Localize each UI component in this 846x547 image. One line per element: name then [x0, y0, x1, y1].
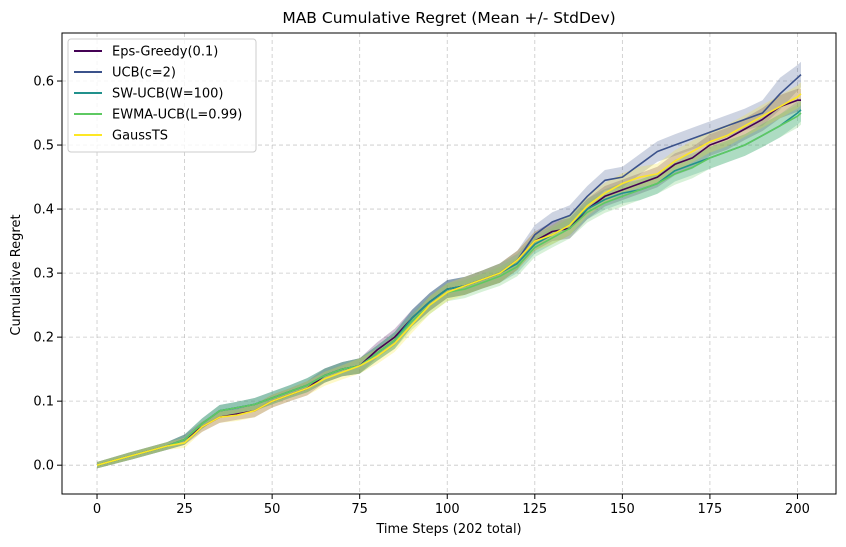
series-lines: [96, 74, 802, 466]
legend-label-4: GaussTS: [112, 129, 168, 144]
legend: Eps-Greedy(0.1) UCB(c=2) SW-UCB(W=100) EWMA…: [67, 38, 257, 153]
y-tick-label: 0.1: [33, 395, 54, 410]
x-tick-label: 200: [785, 502, 810, 517]
x-tick-label: 100: [435, 502, 460, 517]
x-tick-label: 50: [264, 502, 281, 517]
y-tick-label: 0.2: [33, 331, 54, 346]
y-tick-label: 0.5: [33, 139, 54, 154]
y-axis-label: Cumulative Regret: [9, 214, 24, 335]
x-tick-label: 25: [176, 502, 193, 517]
x-tick-label: 175: [698, 502, 723, 517]
x-tick-label: 125: [522, 502, 547, 517]
legend-label-0: Eps-Greedy(0.1): [112, 45, 218, 60]
legend-label-1: UCB(c=2): [112, 66, 176, 81]
grid: [62, 33, 836, 494]
y-tick-label: 0.3: [33, 267, 54, 282]
legend-box: [67, 38, 257, 153]
x-tick-label: 75: [351, 502, 368, 517]
x-axis-label: Time Steps (202 total): [375, 522, 521, 537]
std-band-series-2: [97, 98, 801, 469]
chart-title: MAB Cumulative Regret (Mean +/- StdDev): [282, 9, 615, 27]
x-tick-label: 150: [610, 502, 635, 517]
plot-frame: [61, 32, 837, 495]
legend-label-2: SW-UCB(W=100): [112, 87, 223, 102]
y-tick-label: 0.4: [33, 203, 54, 218]
series-line-4: [96, 93, 802, 466]
x-tick-label: 0: [93, 502, 101, 517]
std-band-series-4: [97, 82, 801, 469]
y-axis-ticks: 0.0 0.1 0.2 0.3 0.4 0.5 0.6: [33, 75, 62, 474]
y-tick-label: 0.0: [33, 459, 54, 474]
series-line-3: [96, 112, 802, 466]
legend-label-3: EWMA-UCB(L=0.99): [112, 108, 242, 123]
y-tick-label: 0.6: [33, 75, 54, 90]
std-band-series-0: [97, 88, 801, 469]
x-axis-ticks: 0 25 50 75 100 125 150 175 200: [93, 494, 810, 517]
